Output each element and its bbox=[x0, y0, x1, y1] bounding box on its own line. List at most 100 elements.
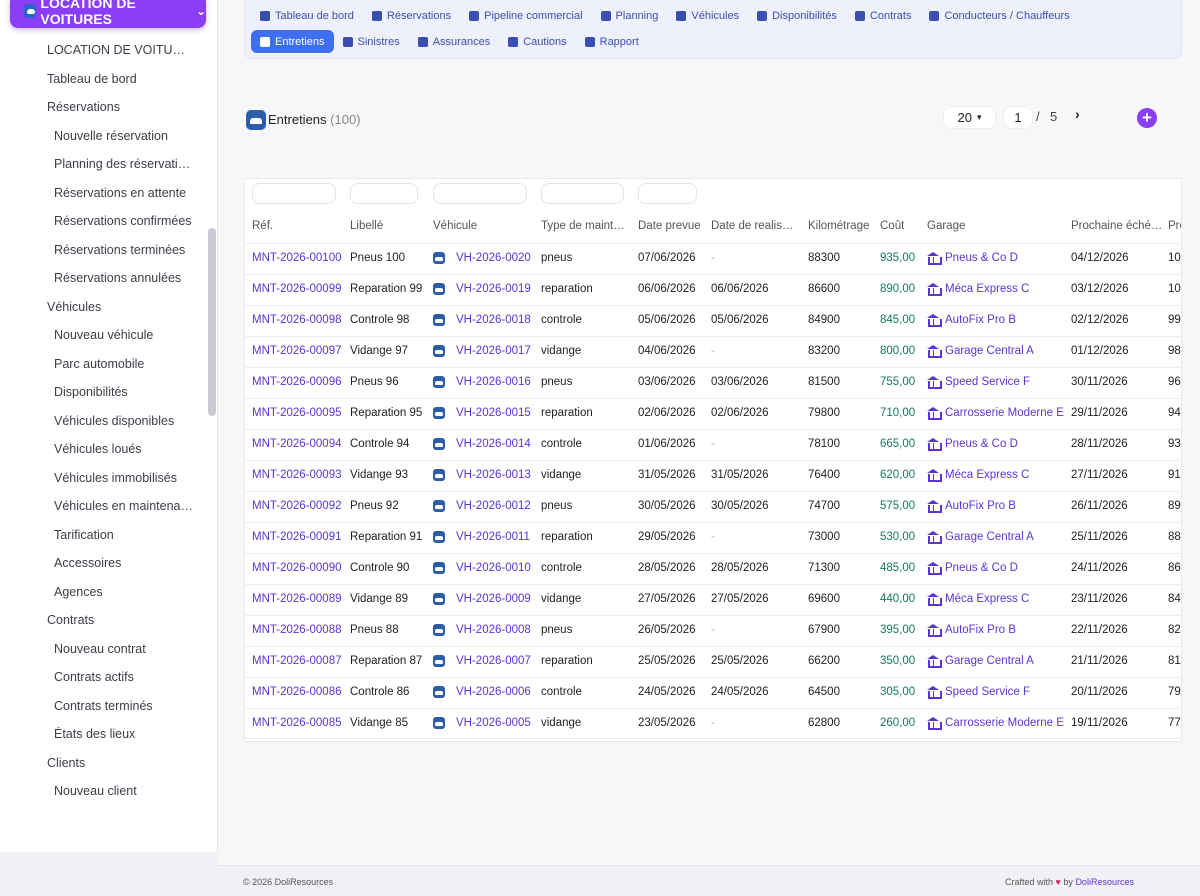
sidebar-item-tableau-de-bord[interactable]: Tableau de bord bbox=[0, 65, 218, 94]
column-header-ref[interactable]: Réf. bbox=[252, 220, 274, 232]
cell-ref[interactable]: MNT-2026-00091 bbox=[252, 531, 342, 543]
brand-link[interactable]: DoliResources bbox=[1075, 877, 1134, 887]
sidebar-item-reservations-confirmees[interactable]: Réservations confirmées bbox=[0, 207, 218, 236]
cell-vehicule[interactable]: VH-2026-0006 bbox=[456, 686, 531, 698]
next-page-button[interactable]: › bbox=[1075, 106, 1080, 122]
table-row[interactable]: MNT-2026-00089 Vidange 89 VH-2026-0009 vida… bbox=[245, 584, 1181, 615]
module-dropdown-button[interactable]: LOCATION DE VOITURES ⌄ bbox=[10, 0, 206, 28]
sidebar-item-location-de-voitures[interactable]: LOCATION DE VOITURES bbox=[0, 36, 218, 65]
cell-garage[interactable]: Pneus & Co D bbox=[945, 438, 1018, 450]
tab-vehicules[interactable]: Véhicules bbox=[667, 4, 748, 27]
table-row[interactable]: MNT-2026-00100 Pneus 100 VH-2026-0020 pneus… bbox=[245, 243, 1181, 274]
sidebar-item-disponibilites[interactable]: Disponibilités bbox=[0, 378, 218, 407]
sidebar-item-agences[interactable]: Agences bbox=[0, 578, 218, 607]
table-row[interactable]: MNT-2026-00097 Vidange 97 VH-2026-0017 vida… bbox=[245, 336, 1181, 367]
tab-cautions[interactable]: Cautions bbox=[499, 30, 575, 53]
sidebar-item-reservations-terminees[interactable]: Réservations terminées bbox=[0, 236, 218, 265]
sidebar-item-vehicules-loues[interactable]: Véhicules loués bbox=[0, 435, 218, 464]
cell-vehicule[interactable]: VH-2026-0013 bbox=[456, 469, 531, 481]
sidebar-item-reservations-en-attente[interactable]: Réservations en attente bbox=[0, 179, 218, 208]
tab-rapport[interactable]: Rapport bbox=[576, 30, 648, 53]
sidebar-item-etats-des-lieux[interactable]: États des lieux bbox=[0, 720, 218, 749]
cell-vehicule[interactable]: VH-2026-0017 bbox=[456, 345, 531, 357]
page-size-select[interactable]: 20 ▾ bbox=[943, 106, 996, 129]
sidebar-item-clients[interactable]: Clients bbox=[0, 749, 218, 778]
column-header-prochain-km[interactable]: Prochain kilométrage bbox=[1168, 220, 1181, 232]
tab-disponibilites[interactable]: Disponibilités bbox=[748, 4, 846, 27]
sidebar-item-vehicules-en-maintenance[interactable]: Véhicules en maintenance bbox=[0, 492, 218, 521]
tab-conducteurs-chauffeurs[interactable]: Conducteurs / Chauffeurs bbox=[920, 4, 1078, 27]
cell-vehicule[interactable]: VH-2026-0018 bbox=[456, 314, 531, 326]
sidebar-item-nouveau-client[interactable]: Nouveau client bbox=[0, 777, 218, 806]
cell-garage[interactable]: AutoFix Pro B bbox=[945, 624, 1016, 636]
cell-garage[interactable]: Garage Central A bbox=[945, 655, 1034, 667]
cell-vehicule[interactable]: VH-2026-0015 bbox=[456, 407, 531, 419]
sidebar-item-vehicules-immobilises[interactable]: Véhicules immobilisés bbox=[0, 464, 218, 493]
cell-vehicule[interactable]: VH-2026-0007 bbox=[456, 655, 531, 667]
cell-garage[interactable]: Méca Express C bbox=[945, 283, 1030, 295]
table-row[interactable]: MNT-2026-00088 Pneus 88 VH-2026-0008 pneus 2… bbox=[245, 615, 1181, 646]
tab-entretiens[interactable]: Entretiens bbox=[251, 30, 334, 53]
sidebar-item-contrats[interactable]: Contrats bbox=[0, 606, 218, 635]
cell-vehicule[interactable]: VH-2026-0016 bbox=[456, 376, 531, 388]
filter-libelle-input[interactable] bbox=[350, 183, 418, 204]
table-row[interactable]: MNT-2026-00099 Reparation 99 VH-2026-0019 r… bbox=[245, 274, 1181, 305]
tab-sinistres[interactable]: Sinistres bbox=[334, 30, 409, 53]
sidebar-item-tarification[interactable]: Tarification bbox=[0, 521, 218, 550]
column-header-kilometrage[interactable]: Kilométrage bbox=[808, 220, 870, 232]
sidebar-item-contrats-actifs[interactable]: Contrats actifs bbox=[0, 663, 218, 692]
cell-ref[interactable]: MNT-2026-00099 bbox=[252, 283, 342, 295]
cell-vehicule[interactable]: VH-2026-0005 bbox=[456, 717, 531, 729]
column-header-libelle[interactable]: Libellé bbox=[350, 220, 384, 232]
page-number-input[interactable]: 1 bbox=[1003, 106, 1033, 129]
sidebar-item-nouveau-contrat[interactable]: Nouveau contrat bbox=[0, 635, 218, 664]
sidebar-item-planning-des-reservations[interactable]: Planning des réservations bbox=[0, 150, 218, 179]
cell-garage[interactable]: Garage Central A bbox=[945, 345, 1034, 357]
tab-contrats[interactable]: Contrats bbox=[846, 4, 921, 27]
sidebar-item-vehicules[interactable]: Véhicules bbox=[0, 293, 218, 322]
cell-ref[interactable]: MNT-2026-00100 bbox=[252, 252, 342, 264]
column-header-prochaine-echeance[interactable]: Prochaine échéance bbox=[1071, 220, 1163, 232]
cell-ref[interactable]: MNT-2026-00096 bbox=[252, 376, 342, 388]
cell-ref[interactable]: MNT-2026-00098 bbox=[252, 314, 342, 326]
cell-ref[interactable]: MNT-2026-00090 bbox=[252, 562, 342, 574]
tab-planning[interactable]: Planning bbox=[592, 4, 668, 27]
filter-date-prevue-input[interactable] bbox=[638, 183, 697, 204]
cell-ref[interactable]: MNT-2026-00095 bbox=[252, 407, 342, 419]
cell-vehicule[interactable]: VH-2026-0009 bbox=[456, 593, 531, 605]
cell-vehicule[interactable]: VH-2026-0011 bbox=[456, 531, 530, 543]
table-row[interactable]: MNT-2026-00087 Reparation 87 VH-2026-0007 r… bbox=[245, 646, 1181, 677]
table-row[interactable]: MNT-2026-00085 Vidange 85 VH-2026-0005 vida… bbox=[245, 708, 1181, 739]
column-header-date-realisation[interactable]: Date de realisation bbox=[711, 220, 799, 232]
tab-assurances[interactable]: Assurances bbox=[409, 30, 499, 53]
sidebar-item-vehicules-disponibles[interactable]: Véhicules disponibles bbox=[0, 407, 218, 436]
cell-vehicule[interactable]: VH-2026-0012 bbox=[456, 500, 531, 512]
cell-garage[interactable]: Pneus & Co D bbox=[945, 562, 1018, 574]
cell-garage[interactable]: AutoFix Pro B bbox=[945, 314, 1016, 326]
cell-vehicule[interactable]: VH-2026-0014 bbox=[456, 438, 531, 450]
cell-garage[interactable]: Méca Express C bbox=[945, 469, 1030, 481]
cell-garage[interactable]: Speed Service F bbox=[945, 686, 1031, 698]
sidebar-item-parc-automobile[interactable]: Parc automobile bbox=[0, 350, 218, 379]
sidebar-item-contrats-termines[interactable]: Contrats terminés bbox=[0, 692, 218, 721]
tab-tableau-de-bord[interactable]: Tableau de bord bbox=[251, 4, 363, 27]
column-header-type[interactable]: Type de maintenance bbox=[541, 220, 631, 232]
sidebar-item-accessoires[interactable]: Accessoires bbox=[0, 549, 218, 578]
filter-vehicule-input[interactable] bbox=[433, 183, 527, 204]
cell-vehicule[interactable]: VH-2026-0019 bbox=[456, 283, 531, 295]
cell-ref[interactable]: MNT-2026-00089 bbox=[252, 593, 342, 605]
column-header-cout[interactable]: Coût bbox=[880, 220, 905, 232]
column-header-date-prevue[interactable]: Date prevue bbox=[638, 220, 701, 232]
table-row[interactable]: MNT-2026-00092 Pneus 92 VH-2026-0012 pneus 3… bbox=[245, 491, 1181, 522]
cell-ref[interactable]: MNT-2026-00088 bbox=[252, 624, 342, 636]
table-row[interactable]: MNT-2026-00098 Controle 98 VH-2026-0018 con… bbox=[245, 305, 1181, 336]
cell-garage[interactable]: Garage Central A bbox=[945, 531, 1034, 543]
cell-vehicule[interactable]: VH-2026-0010 bbox=[456, 562, 531, 574]
cell-ref[interactable]: MNT-2026-00085 bbox=[252, 717, 342, 729]
tab-reservations[interactable]: Réservations bbox=[363, 4, 460, 27]
cell-ref[interactable]: MNT-2026-00086 bbox=[252, 686, 342, 698]
cell-ref[interactable]: MNT-2026-00097 bbox=[252, 345, 342, 357]
table-row[interactable]: MNT-2026-00094 Controle 94 VH-2026-0014 con… bbox=[245, 429, 1181, 460]
cell-garage[interactable]: Speed Service F bbox=[945, 376, 1031, 388]
tab-pipeline-commercial[interactable]: Pipeline commercial bbox=[460, 4, 591, 27]
